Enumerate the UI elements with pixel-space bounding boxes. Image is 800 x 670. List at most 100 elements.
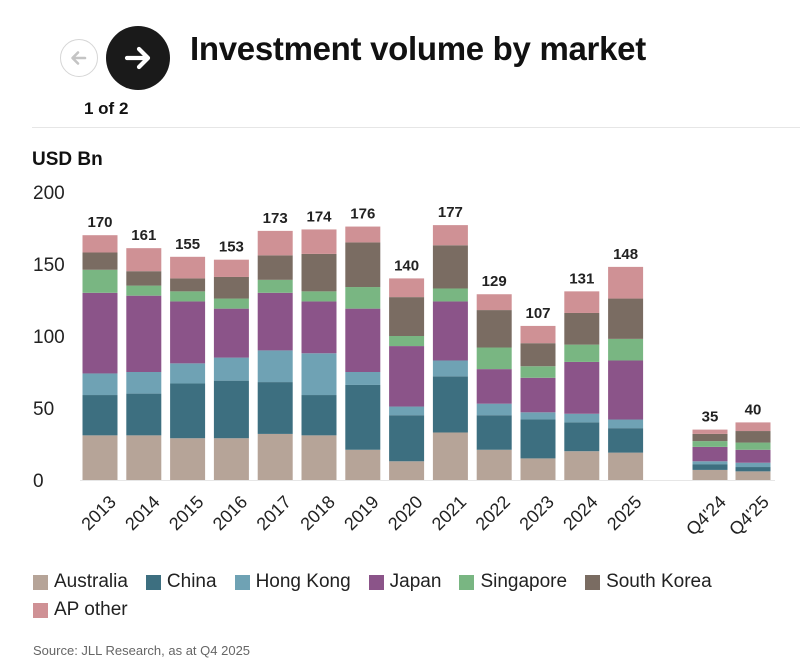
- bar-segment-ap-other: [389, 278, 425, 298]
- x-tick-label: 2016: [209, 492, 251, 534]
- x-tick-label: 2021: [428, 492, 470, 534]
- bar-segment-hong-kong: [735, 462, 771, 468]
- bar-segment-singapore: [476, 347, 512, 370]
- bar-segment-japan: [520, 377, 556, 413]
- bar-segment-australia: [608, 452, 644, 480]
- bar-segment-australia: [432, 432, 468, 480]
- header-divider: [32, 127, 800, 128]
- bar-segment-south-korea: [170, 278, 206, 292]
- bar-segment-hong-kong: [257, 350, 293, 383]
- legend-label: Japan: [389, 571, 442, 592]
- legend-label: Singapore: [480, 571, 568, 592]
- x-tick-label: 2018: [296, 492, 338, 534]
- bar-segment-china: [126, 393, 162, 436]
- bar-segment-japan: [170, 301, 206, 364]
- legend-label: Hong Kong: [255, 571, 351, 592]
- bar-segment-singapore: [170, 291, 206, 302]
- x-tick-label: 2025: [603, 492, 645, 534]
- x-tick-label: 2024: [559, 492, 601, 534]
- legend-swatch: [585, 574, 601, 590]
- bar-total-label: 148: [613, 246, 638, 263]
- bar-segment-south-korea: [692, 433, 728, 442]
- bar-segment-china: [389, 415, 425, 462]
- bar-segment-ap-other: [170, 256, 206, 279]
- bar-segment-japan: [345, 308, 381, 372]
- bar-segment-ap-other: [126, 248, 162, 272]
- bar-total-label: 155: [175, 236, 200, 253]
- bar-segment-china: [345, 384, 381, 450]
- bar-segment-south-korea: [476, 310, 512, 348]
- bar-segment-japan: [82, 292, 118, 374]
- bar-segment-south-korea: [345, 242, 381, 288]
- bar-segment-japan: [432, 301, 468, 361]
- bar-segment-south-korea: [213, 276, 249, 299]
- bar-segment-china: [82, 395, 118, 436]
- y-axis-label: USD Bn: [32, 149, 103, 170]
- bar-segment-ap-other: [213, 259, 249, 277]
- bar-segment-china: [301, 395, 337, 436]
- legend-label: South Korea: [606, 571, 712, 592]
- bar-segment-ap-other: [608, 266, 644, 299]
- bar-segment-south-korea: [82, 252, 118, 270]
- bar-segment-south-korea: [301, 253, 337, 292]
- bar-segment-china: [170, 383, 206, 439]
- bar-segment-hong-kong: [213, 357, 249, 381]
- x-tick-label: 2020: [384, 492, 426, 534]
- bar-segment-hong-kong: [692, 461, 728, 465]
- bar-segment-ap-other: [345, 226, 381, 243]
- bar-segment-china: [476, 415, 512, 450]
- bar-segment-ap-other: [432, 225, 468, 246]
- legend-swatch: [33, 602, 48, 618]
- bar-segment-ap-other: [564, 291, 600, 313]
- x-tick-label: 2015: [165, 492, 207, 534]
- bar-segment-australia: [520, 458, 556, 480]
- bar-segment-hong-kong: [432, 360, 468, 377]
- bar-segment-australia: [213, 438, 249, 480]
- bar-segment-ap-other: [520, 325, 556, 344]
- bar-segment-hong-kong: [476, 403, 512, 416]
- bar-segment-australia: [735, 471, 771, 480]
- bar-segment-japan: [257, 292, 293, 351]
- x-tick-label: 2022: [472, 492, 514, 534]
- bar-segment-japan: [389, 346, 425, 407]
- legend-item: AP other: [33, 596, 128, 624]
- x-tick-label: 2023: [515, 492, 557, 534]
- prev-page-button[interactable]: [60, 39, 98, 77]
- arrow-right-icon: [124, 46, 151, 70]
- bar-segment-south-korea: [389, 297, 425, 336]
- bar-segment-ap-other: [257, 230, 293, 256]
- bar-segment-south-korea: [520, 343, 556, 367]
- bar-total-label: 176: [350, 206, 375, 223]
- bar-segment-australia: [345, 449, 381, 480]
- bar-segment-hong-kong: [82, 373, 118, 396]
- bar-segment-south-korea: [735, 431, 771, 443]
- bar-total-label: 129: [482, 273, 507, 290]
- legend-swatch: [33, 574, 48, 590]
- bar-segment-japan: [213, 308, 249, 358]
- bar-segment-japan: [692, 446, 728, 462]
- y-tick-label: 0: [33, 471, 44, 492]
- bar-segment-hong-kong: [564, 413, 600, 423]
- bar-segment-ap-other: [476, 294, 512, 311]
- legend-swatch: [368, 574, 384, 590]
- bar-segment-australia: [82, 435, 118, 480]
- bar-segment-japan: [564, 361, 600, 414]
- bar-segment-singapore: [257, 279, 293, 293]
- bar-segment-ap-other: [301, 229, 337, 254]
- legend-item: Japan: [368, 568, 442, 596]
- bar-segment-singapore: [432, 288, 468, 302]
- bar-total-label: 177: [438, 204, 463, 221]
- bar-segment-south-korea: [257, 255, 293, 280]
- bar-segment-south-korea: [608, 298, 644, 339]
- bar-segment-singapore: [213, 298, 249, 309]
- bar-segment-singapore: [608, 338, 644, 361]
- bar-segment-hong-kong: [608, 419, 644, 429]
- legend-item: Australia: [33, 568, 128, 596]
- next-page-button[interactable]: [106, 26, 170, 90]
- source-note: Source: JLL Research, as at Q4 2025: [33, 643, 251, 658]
- bar-total-label: 174: [306, 208, 332, 225]
- legend-item: Hong Kong: [234, 568, 351, 596]
- bar-segment-south-korea: [126, 271, 162, 286]
- bar-segment-australia: [476, 449, 512, 480]
- bar-segment-hong-kong: [170, 363, 206, 384]
